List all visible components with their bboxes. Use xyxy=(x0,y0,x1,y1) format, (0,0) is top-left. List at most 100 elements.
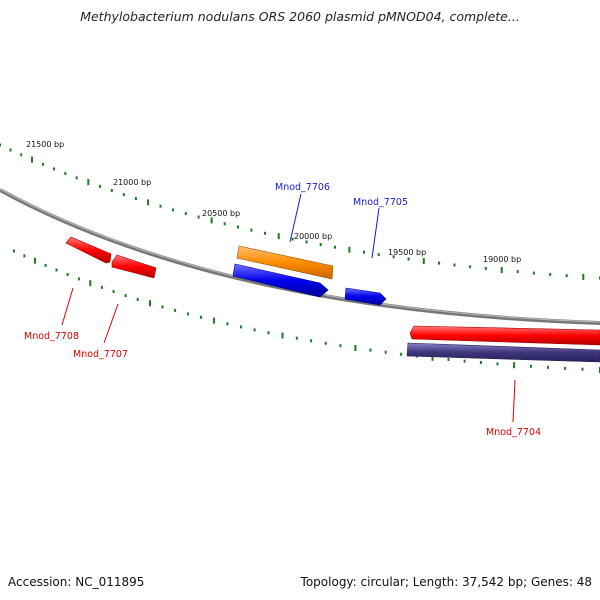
gene-feature-navy-band[interactable] xyxy=(406,342,600,363)
gene-feature-mnod-7706-orange[interactable] xyxy=(236,245,334,280)
gene-label-mnod-7704[interactable]: Mnod_7704 xyxy=(486,427,541,438)
minor-tick xyxy=(516,270,519,274)
major-tick xyxy=(213,317,216,324)
minor-tick xyxy=(565,274,568,278)
minor-tick xyxy=(546,365,549,369)
minor-tick xyxy=(339,344,342,348)
minor-tick xyxy=(42,162,44,166)
minor-tick xyxy=(438,261,440,265)
minor-tick xyxy=(384,350,387,354)
minor-tick xyxy=(250,228,253,232)
minor-tick xyxy=(55,268,58,272)
major-tick xyxy=(431,354,434,361)
minor-tick xyxy=(324,341,327,345)
minor-tick xyxy=(334,245,336,249)
minor-tick xyxy=(75,176,78,180)
minor-tick xyxy=(291,237,294,241)
major-tick xyxy=(31,156,33,163)
minor-tick xyxy=(23,254,26,258)
minor-tick xyxy=(112,290,115,293)
scale-label: 19000 bp xyxy=(483,255,521,264)
minor-tick xyxy=(122,193,125,197)
map-title: Methylobacterium nodulans ORS 2060 plasm… xyxy=(80,9,520,24)
minor-tick xyxy=(453,263,456,267)
gene-feature-mnod-7706[interactable] xyxy=(232,263,329,298)
minor-tick xyxy=(9,148,12,152)
minor-tick xyxy=(463,359,466,363)
gene-label-mnod-7706[interactable]: Mnod_7706 xyxy=(275,182,330,193)
scale-label: 20500 bp xyxy=(202,209,240,218)
leader-line-mnod-7704 xyxy=(512,379,516,423)
minor-tick xyxy=(110,189,113,192)
minor-tick xyxy=(400,352,403,356)
major-tick xyxy=(513,362,516,369)
scale-label: 19500 bp xyxy=(388,248,426,257)
gene-label-mnod-7705[interactable]: Mnod_7705 xyxy=(353,197,408,208)
major-tick xyxy=(281,332,284,339)
minor-tick xyxy=(479,361,482,364)
minor-tick xyxy=(484,267,487,270)
scale-label: 21500 bp xyxy=(26,140,64,149)
gene-label-mnod-7707[interactable]: Mnod_7707 xyxy=(73,349,128,360)
minor-tick xyxy=(197,215,200,219)
minor-tick xyxy=(0,143,1,147)
leader-line-mnod-7706 xyxy=(289,193,302,243)
major-tick xyxy=(149,300,151,307)
major-tick xyxy=(147,199,150,206)
gene-feature-mnod-7708[interactable] xyxy=(65,236,112,264)
minor-tick xyxy=(136,297,139,301)
major-tick xyxy=(277,233,280,240)
minor-tick xyxy=(223,222,226,226)
minor-tick xyxy=(267,331,270,335)
major-tick xyxy=(354,344,357,351)
minor-tick xyxy=(529,364,532,368)
gene-feature-mnod-7707[interactable] xyxy=(111,254,157,279)
major-tick xyxy=(87,179,90,186)
major-tick xyxy=(500,267,503,274)
minor-tick xyxy=(100,285,103,289)
minor-tick xyxy=(66,273,69,276)
minor-tick xyxy=(407,257,410,261)
minor-tick xyxy=(239,325,242,329)
minor-tick xyxy=(44,263,47,267)
inner-tick-row xyxy=(13,249,600,373)
gene-feature-mnod-7705[interactable] xyxy=(344,287,387,306)
minor-tick xyxy=(199,315,202,319)
major-tick xyxy=(33,257,36,264)
minor-tick xyxy=(369,348,372,352)
minor-tick xyxy=(564,366,567,370)
minor-tick xyxy=(581,367,584,371)
minor-tick xyxy=(310,339,313,343)
minor-tick xyxy=(174,308,177,312)
scale-label: 20000 bp xyxy=(294,232,332,241)
major-tick xyxy=(89,280,92,287)
minor-tick xyxy=(20,153,23,157)
leader-line-mnod-7705 xyxy=(371,207,380,259)
gene-feature-mnod-7704[interactable] xyxy=(409,325,600,346)
minor-tick xyxy=(469,265,472,269)
minor-tick xyxy=(392,255,395,259)
minor-tick xyxy=(377,253,380,257)
minor-tick xyxy=(237,225,239,229)
minor-tick xyxy=(264,231,266,235)
gene-label-mnod-7708[interactable]: Mnod_7708 xyxy=(24,331,79,342)
minor-tick xyxy=(53,167,56,171)
scale-label: 21000 bp xyxy=(113,178,151,187)
outer-tick-row xyxy=(0,143,600,280)
minor-tick xyxy=(363,250,365,254)
minor-tick xyxy=(159,204,162,208)
minor-tick xyxy=(172,208,175,212)
minor-tick xyxy=(13,249,15,253)
minor-tick xyxy=(319,243,322,247)
minor-tick xyxy=(447,358,450,361)
major-tick xyxy=(582,273,585,280)
plasmid-backbone xyxy=(0,188,600,325)
minor-tick xyxy=(532,271,535,275)
minor-tick xyxy=(98,184,101,188)
minor-tick xyxy=(295,336,298,340)
leader-line-mnod-7708 xyxy=(61,287,74,326)
minor-tick xyxy=(305,240,308,244)
minor-tick xyxy=(184,212,187,215)
major-tick xyxy=(422,258,425,265)
